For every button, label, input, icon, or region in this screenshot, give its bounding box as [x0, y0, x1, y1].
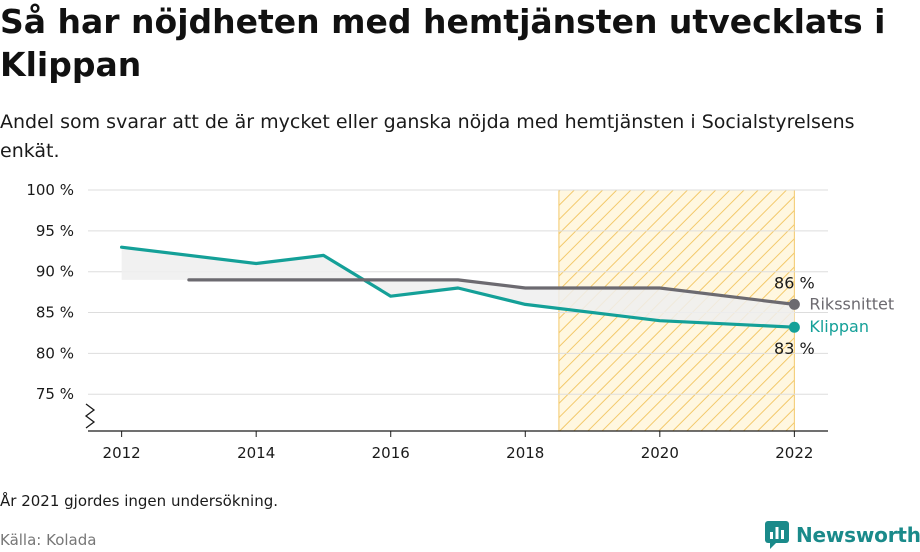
series-end-marker-klippan — [788, 321, 800, 333]
x-tick-label: 2022 — [775, 444, 813, 462]
series-value-label: 83 % — [774, 339, 815, 358]
y-tick-label: 100 % — [26, 181, 74, 199]
x-tick-label: 2020 — [641, 444, 679, 462]
brand-name: Newsworthy — [796, 523, 920, 547]
chart-source: Källa: Kolada — [0, 531, 97, 549]
y-tick-label: 85 % — [36, 304, 74, 322]
axis-break-icon — [84, 403, 96, 429]
y-tick-label: 75 % — [36, 385, 74, 403]
y-tick-label: 80 % — [36, 344, 74, 362]
x-tick-label: 2016 — [372, 444, 410, 462]
chart-note: År 2021 gjordes ingen undersökning. — [0, 492, 279, 510]
y-tick-label: 95 % — [36, 222, 74, 240]
x-tick-label: 2012 — [103, 444, 141, 462]
series-name-label: Rikssnittet — [809, 294, 894, 313]
line-chart: 75 % 80 % 85 % 90 % 95 % 100 % 2012 2014 2016 201… — [26, 181, 894, 462]
series-value-label: 86 % — [774, 273, 815, 292]
newsworthy-logo-icon — [765, 521, 789, 549]
series-name-label: Klippan — [809, 317, 869, 336]
y-tick-label: 90 % — [36, 263, 74, 281]
chart-title: Så har nöjdheten med hemtjänsten utveckl… — [0, 2, 886, 84]
chart-subtitle: Andel som svarar att de är mycket eller … — [0, 111, 855, 162]
x-tick-label: 2014 — [237, 444, 275, 462]
newsworthy-brand[interactable]: Newsworthy — [764, 518, 920, 552]
series-line-klippan — [120, 245, 796, 329]
x-tick-label: 2018 — [506, 444, 544, 462]
series-line-rikssnittet — [187, 278, 796, 306]
series-end-marker-rikssnittet — [788, 298, 800, 310]
